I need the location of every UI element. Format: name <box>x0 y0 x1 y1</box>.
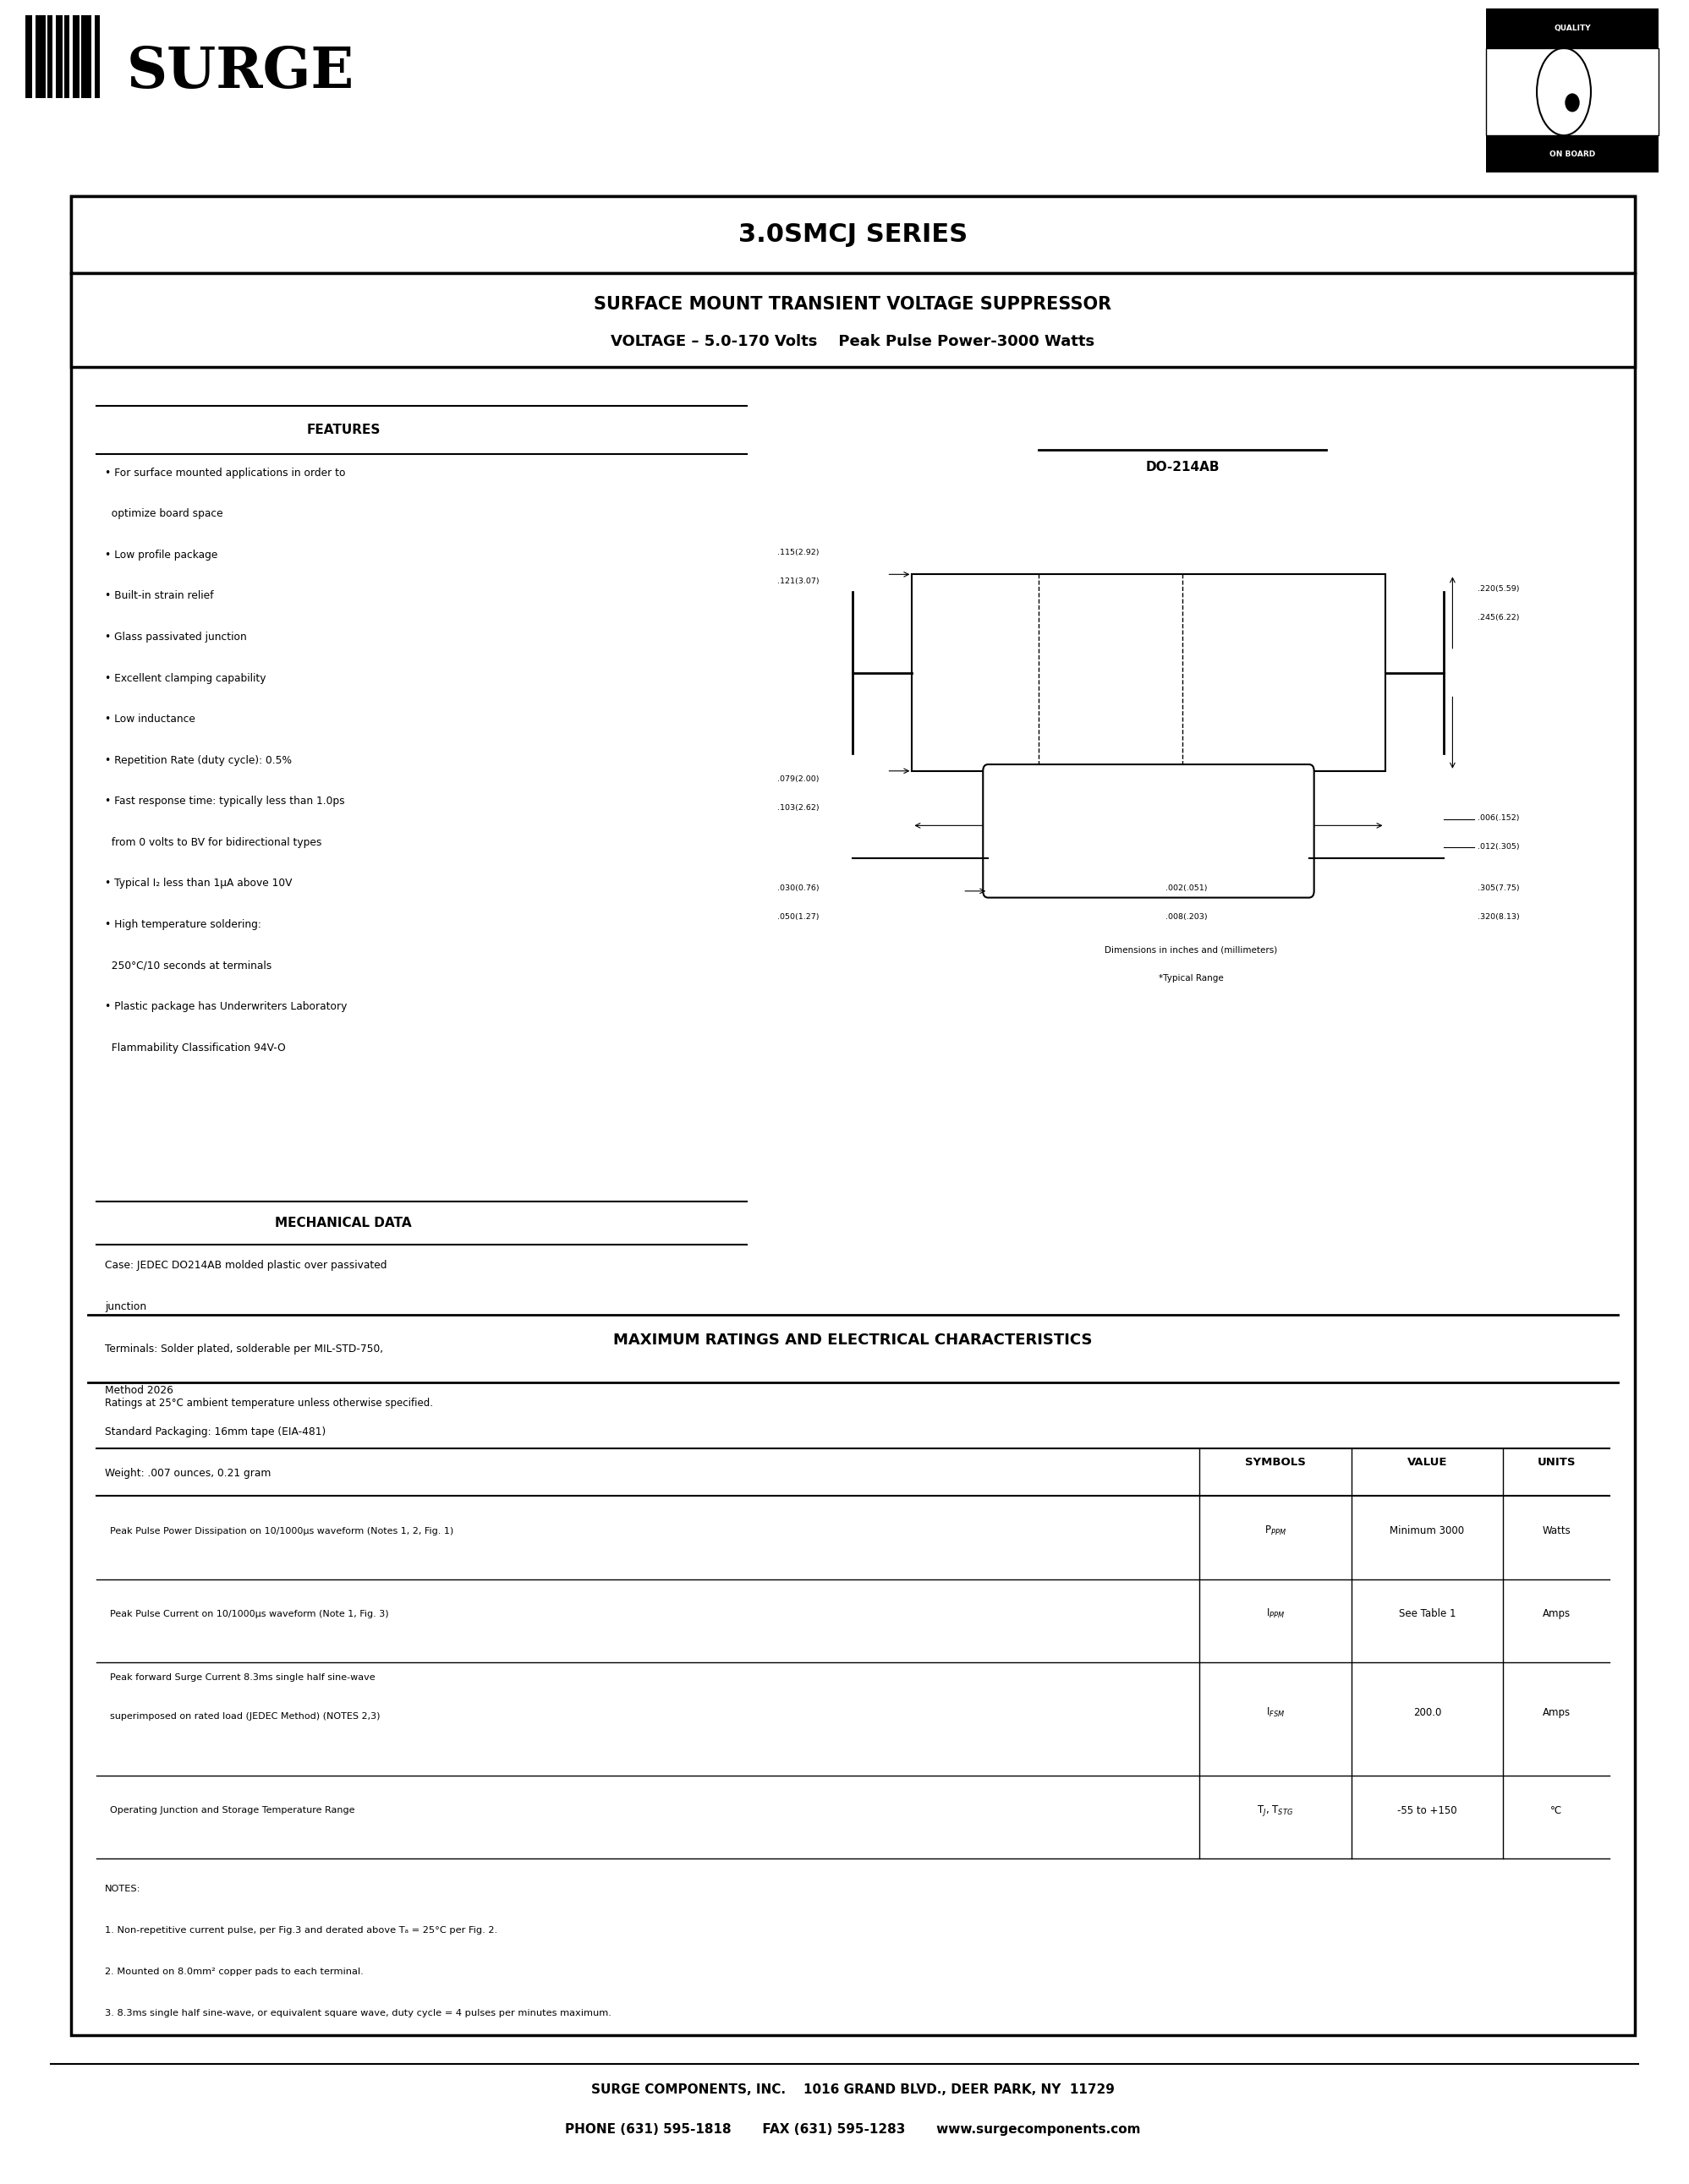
Text: • Glass passivated junction: • Glass passivated junction <box>105 631 247 642</box>
Text: DO-214AB: DO-214AB <box>1145 461 1219 474</box>
Text: • Low profile package: • Low profile package <box>105 550 218 561</box>
Text: SURFACE MOUNT TRANSIENT VOLTAGE SUPPRESSOR: SURFACE MOUNT TRANSIENT VOLTAGE SUPPRESS… <box>595 297 1111 312</box>
Text: See Table 1: See Table 1 <box>1398 1607 1456 1621</box>
Bar <box>71 273 1635 367</box>
Text: 250°C/10 seconds at terminals: 250°C/10 seconds at terminals <box>105 961 272 972</box>
Text: • High temperature soldering:: • High temperature soldering: <box>105 919 262 930</box>
Text: 2. Mounted on 8.0mm² copper pads to each terminal.: 2. Mounted on 8.0mm² copper pads to each… <box>105 1968 363 1977</box>
Text: • For surface mounted applications in order to: • For surface mounted applications in or… <box>105 467 345 478</box>
Text: Case: JEDEC DO214AB molded plastic over passivated: Case: JEDEC DO214AB molded plastic over … <box>105 1260 387 1271</box>
Text: .320(8.13): .320(8.13) <box>1478 913 1520 919</box>
Text: .121(3.07): .121(3.07) <box>777 577 819 585</box>
Text: Flammability Classification 94V-O: Flammability Classification 94V-O <box>105 1042 285 1053</box>
Bar <box>73 15 79 98</box>
Text: • Fast response time: typically less than 1.0ps: • Fast response time: typically less tha… <box>105 795 345 806</box>
Text: .305(7.75): .305(7.75) <box>1478 885 1520 891</box>
Text: Ratings at 25°C ambient temperature unless otherwise specified.: Ratings at 25°C ambient temperature unle… <box>105 1398 432 1409</box>
Text: • Built-in strain relief: • Built-in strain relief <box>105 590 213 601</box>
Text: PHONE (631) 595-1818       FAX (631) 595-1283       www.surgecomponents.com: PHONE (631) 595-1818 FAX (631) 595-1283 … <box>566 2123 1140 2136</box>
Text: • Typical I₂ less than 1μA above 10V: • Typical I₂ less than 1μA above 10V <box>105 878 292 889</box>
Text: Weight: .007 ounces, 0.21 gram: Weight: .007 ounces, 0.21 gram <box>105 1468 270 1479</box>
Text: 1. Non-repetitive current pulse, per Fig.3 and derated above Tₐ = 25°C per Fig. : 1. Non-repetitive current pulse, per Fig… <box>105 1926 497 1935</box>
Text: • Plastic package has Underwriters Laboratory: • Plastic package has Underwriters Labor… <box>105 1000 346 1011</box>
Text: .103(2.62): .103(2.62) <box>777 804 819 810</box>
Text: .030(0.76): .030(0.76) <box>777 885 819 891</box>
FancyBboxPatch shape <box>983 764 1314 898</box>
Text: • Repetition Rate (duty cycle): 0.5%: • Repetition Rate (duty cycle): 0.5% <box>105 756 292 767</box>
Text: Peak Pulse Power Dissipation on 10/1000μs waveform (Notes 1, 2, Fig. 1): Peak Pulse Power Dissipation on 10/1000μ… <box>110 1527 453 1535</box>
Text: VOLTAGE – 5.0-170 Volts    Peak Pulse Power-3000 Watts: VOLTAGE – 5.0-170 Volts Peak Pulse Power… <box>611 334 1094 349</box>
Text: MAXIMUM RATINGS AND ELECTRICAL CHARACTERISTICS: MAXIMUM RATINGS AND ELECTRICAL CHARACTER… <box>613 1332 1093 1348</box>
Text: *Typical Range: *Typical Range <box>1159 974 1223 983</box>
Text: • Low inductance: • Low inductance <box>105 714 196 725</box>
Bar <box>47 15 52 98</box>
Text: Watts: Watts <box>1542 1524 1571 1538</box>
Bar <box>71 197 1635 273</box>
Text: Peak forward Surge Current 8.3ms single half sine-wave: Peak forward Surge Current 8.3ms single … <box>110 1673 375 1682</box>
Text: .002(.051): .002(.051) <box>1165 885 1208 891</box>
Text: ON BOARD: ON BOARD <box>1549 151 1596 157</box>
Text: .245(6.22): .245(6.22) <box>1478 614 1520 620</box>
Bar <box>1486 48 1659 135</box>
Text: .260(6.60): .260(6.60) <box>1128 808 1169 815</box>
Text: 3. 8.3ms single half sine-wave, or equivalent square wave, duty cycle = 4 pulses: 3. 8.3ms single half sine-wave, or equiv… <box>105 2009 611 2018</box>
Text: 3.0SMCJ SERIES: 3.0SMCJ SERIES <box>738 223 968 247</box>
Text: Minimum 3000: Minimum 3000 <box>1390 1524 1464 1538</box>
Bar <box>1486 135 1659 173</box>
Text: SYMBOLS: SYMBOLS <box>1245 1457 1306 1468</box>
Bar <box>1486 9 1659 48</box>
Text: T$_J$, T$_{STG}$: T$_J$, T$_{STG}$ <box>1257 1804 1294 1817</box>
Text: .050(1.27): .050(1.27) <box>777 913 819 919</box>
Bar <box>35 15 46 98</box>
Text: .280(7.11): .280(7.11) <box>1128 836 1169 843</box>
Text: VALUE: VALUE <box>1407 1457 1447 1468</box>
Text: from 0 volts to BV for bidirectional types: from 0 volts to BV for bidirectional typ… <box>105 836 321 847</box>
Text: -55 to +150: -55 to +150 <box>1397 1804 1458 1817</box>
Text: optimize board space: optimize board space <box>105 509 223 520</box>
Text: NOTES:: NOTES: <box>105 1885 140 1894</box>
Bar <box>81 15 91 98</box>
Text: junction: junction <box>105 1302 147 1313</box>
Bar <box>71 197 1635 2035</box>
Circle shape <box>1566 94 1579 111</box>
Text: Method 2026: Method 2026 <box>105 1385 172 1396</box>
Text: I$_{PPM}$: I$_{PPM}$ <box>1265 1607 1285 1621</box>
Text: P$_{PPM}$: P$_{PPM}$ <box>1263 1524 1287 1538</box>
Text: .115(2.92): .115(2.92) <box>777 548 819 557</box>
Text: Operating Junction and Storage Temperature Range: Operating Junction and Storage Temperatu… <box>110 1806 355 1815</box>
Text: .006(.152): .006(.152) <box>1478 815 1520 821</box>
Text: MECHANICAL DATA: MECHANICAL DATA <box>275 1216 412 1230</box>
Text: Peak Pulse Current on 10/1000μs waveform (Note 1, Fig. 3): Peak Pulse Current on 10/1000μs waveform… <box>110 1610 388 1618</box>
Text: SURGE: SURGE <box>127 44 355 100</box>
Text: 200.0: 200.0 <box>1414 1706 1441 1719</box>
Text: UNITS: UNITS <box>1537 1457 1576 1468</box>
Bar <box>56 15 62 98</box>
Text: SURGE COMPONENTS, INC.    1016 GRAND BLVD., DEER PARK, NY  11729: SURGE COMPONENTS, INC. 1016 GRAND BLVD.,… <box>591 2084 1115 2097</box>
Text: Amps: Amps <box>1542 1706 1571 1719</box>
Text: Amps: Amps <box>1542 1607 1571 1621</box>
Text: .012(.305): .012(.305) <box>1478 843 1520 850</box>
Text: Standard Packaging: 16mm tape (EIA-481): Standard Packaging: 16mm tape (EIA-481) <box>105 1426 326 1437</box>
Text: QUALITY: QUALITY <box>1554 24 1591 33</box>
Text: Terminals: Solder plated, solderable per MIL-STD-750,: Terminals: Solder plated, solderable per… <box>105 1343 383 1354</box>
Bar <box>64 15 69 98</box>
Text: .008(.203): .008(.203) <box>1165 913 1208 919</box>
Text: superimposed on rated load (JEDEC Method) (NOTES 2,3): superimposed on rated load (JEDEC Method… <box>110 1712 380 1721</box>
Text: I$_{FSM}$: I$_{FSM}$ <box>1265 1706 1285 1719</box>
Text: °C: °C <box>1551 1804 1562 1817</box>
Text: .220(5.59): .220(5.59) <box>1478 585 1520 592</box>
Bar <box>25 15 32 98</box>
Text: .079(2.00): .079(2.00) <box>777 775 819 782</box>
Bar <box>912 574 1385 771</box>
Text: • Excellent clamping capability: • Excellent clamping capability <box>105 673 265 684</box>
Text: FEATURES: FEATURES <box>306 424 380 437</box>
Text: Dimensions in inches and (millimeters): Dimensions in inches and (millimeters) <box>1105 946 1277 954</box>
Bar <box>95 15 100 98</box>
